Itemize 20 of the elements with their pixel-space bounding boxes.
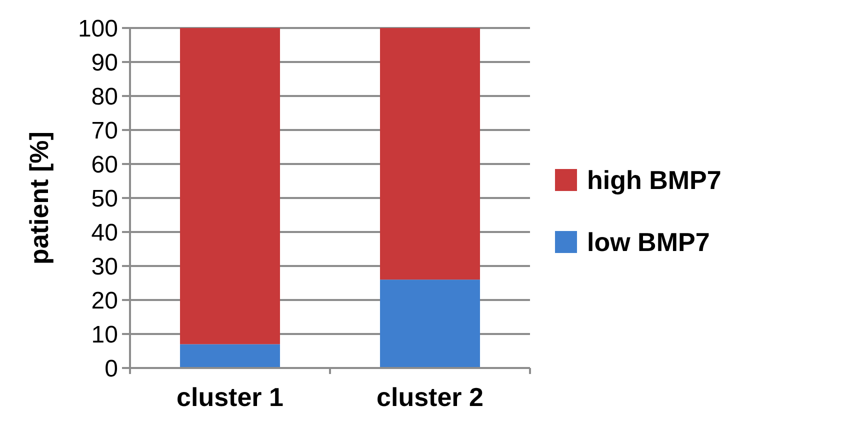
x-tick-label: cluster 2	[376, 382, 484, 412]
y-tick-label: 60	[91, 151, 118, 178]
bar	[180, 28, 280, 344]
y-tick-label: 100	[78, 15, 118, 42]
legend-label: high BMP7	[587, 165, 722, 196]
y-tick-label: 30	[91, 253, 118, 280]
bar	[380, 28, 480, 280]
legend-label: low BMP7	[587, 227, 710, 258]
y-tick-label: 80	[91, 83, 118, 110]
y-tick-label: 90	[91, 49, 118, 76]
y-tick-label: 40	[91, 219, 118, 246]
bar	[180, 344, 280, 368]
y-tick-label: 50	[91, 185, 118, 212]
y-axis-title: patient [%]	[24, 132, 54, 264]
y-tick-label: 0	[104, 355, 118, 382]
x-tick-label: cluster 1	[176, 382, 284, 412]
y-tick-label: 20	[91, 287, 118, 314]
y-tick-label: 70	[91, 117, 118, 144]
bar	[380, 280, 480, 368]
y-tick-label: 10	[91, 321, 118, 348]
